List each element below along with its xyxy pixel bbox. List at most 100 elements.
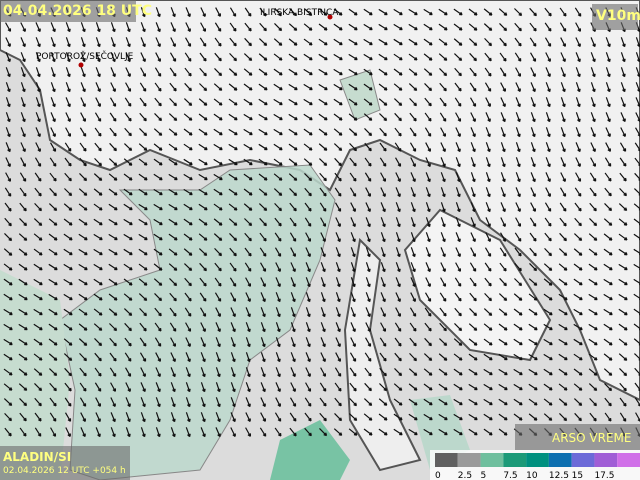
wind-arrow: [244, 247, 252, 257]
wind-arrow: [48, 233, 58, 241]
wind-arrow: [153, 218, 163, 226]
wind-arrow: [590, 82, 596, 93]
wind-arrow: [20, 52, 26, 63]
wind-arrow: [19, 217, 28, 227]
wind-arrow: [138, 203, 148, 211]
wind-arrow: [514, 278, 523, 287]
wind-arrow: [228, 158, 238, 166]
wind-arrow: [425, 217, 431, 228]
wind-arrow: [183, 98, 193, 107]
wind-arrow: [18, 383, 28, 391]
wind-arrow: [500, 157, 506, 168]
wind-arrow: [335, 337, 341, 348]
wind-arrow: [48, 278, 58, 286]
wind-arrow: [78, 293, 88, 301]
wind-arrow: [79, 127, 87, 137]
wind-arrow: [423, 23, 433, 31]
wind-arrow: [423, 428, 433, 436]
wind-arrow: [588, 383, 598, 391]
wind-arrow: [500, 112, 506, 123]
wind-arrow: [350, 337, 356, 347]
wind-arrow: [50, 97, 56, 108]
wind-arrow: [395, 262, 401, 273]
wind-arrow: [110, 397, 116, 408]
wind-arrow: [3, 248, 13, 256]
wind-arrow: [230, 382, 236, 393]
wind-arrow: [348, 128, 358, 136]
wind-arrow: [440, 277, 447, 287]
wind-arrow: [258, 53, 268, 61]
wind-arrow: [469, 292, 477, 302]
wind-arrow: [348, 8, 358, 16]
wind-arrow: [244, 22, 252, 32]
wind-arrow: [244, 218, 253, 227]
wind-arrow: [604, 202, 613, 212]
wind-arrow: [258, 68, 268, 76]
wind-arrow: [438, 368, 448, 376]
wind-arrow: [545, 127, 551, 138]
wind-arrow: [393, 428, 403, 436]
wind-arrow: [483, 413, 493, 421]
wind-arrow: [333, 8, 343, 16]
wind-arrow: [334, 172, 342, 182]
wind-arrow: [469, 277, 477, 287]
wind-arrow: [365, 337, 372, 347]
wind-arrow: [64, 157, 72, 167]
wind-arrow: [453, 398, 463, 406]
wind-arrow: [108, 263, 118, 271]
wind-arrow: [408, 413, 418, 421]
wind-arrow: [258, 113, 268, 121]
wind-arrow: [320, 322, 326, 333]
wind-arrow: [529, 37, 537, 47]
wind-arrow: [483, 383, 493, 391]
wind-arrow: [303, 113, 313, 121]
wind-arrow: [139, 112, 147, 122]
wind-arrow: [288, 143, 298, 151]
wind-arrow: [529, 247, 537, 257]
wind-arrow: [575, 37, 581, 48]
wind-arrow: [468, 38, 478, 47]
wind-arrow: [50, 142, 57, 152]
wind-arrow: [33, 323, 43, 331]
wind-arrow: [65, 127, 72, 137]
wind-arrow: [215, 397, 221, 408]
wind-arrow: [109, 352, 117, 362]
wind-arrow: [170, 37, 176, 47]
wind-arrow: [350, 277, 356, 288]
wind-arrow: [109, 142, 117, 152]
wind-arrow: [500, 97, 506, 108]
wind-arrow: [620, 112, 626, 123]
wind-arrow: [333, 68, 343, 76]
wind-arrow: [33, 353, 43, 361]
wind-arrow: [184, 52, 192, 62]
wind-arrow: [573, 383, 583, 391]
wind-arrow: [228, 143, 238, 151]
wind-arrow: [543, 293, 553, 301]
wind-arrow: [319, 187, 327, 197]
wind-arrow: [348, 98, 358, 106]
wind-arrow: [603, 293, 613, 301]
wind-arrow: [408, 8, 418, 16]
wind-arrow: [468, 23, 478, 31]
wind-arrow: [273, 188, 283, 196]
wind-arrow: [243, 128, 253, 136]
place-label: ILIRSKA BISTRICA: [260, 8, 339, 18]
wind-arrow: [153, 188, 163, 196]
wind-arrow: [109, 97, 117, 107]
wind-arrow: [589, 397, 597, 407]
wind-arrow: [483, 353, 493, 361]
wind-arrow: [49, 382, 57, 392]
wind-arrow: [185, 352, 191, 363]
wind-arrow: [365, 187, 371, 197]
wind-arrow: [439, 97, 447, 107]
wind-arrow: [288, 83, 298, 91]
wind-arrow: [33, 263, 43, 271]
wind-arrow: [95, 82, 101, 93]
wind-arrow: [409, 97, 417, 107]
wind-arrow: [48, 308, 58, 316]
wind-arrow: [425, 232, 431, 243]
wind-arrow: [393, 83, 403, 91]
wind-arrow: [183, 218, 193, 226]
wind-arrow: [183, 158, 193, 166]
wind-arrow: [380, 232, 386, 243]
